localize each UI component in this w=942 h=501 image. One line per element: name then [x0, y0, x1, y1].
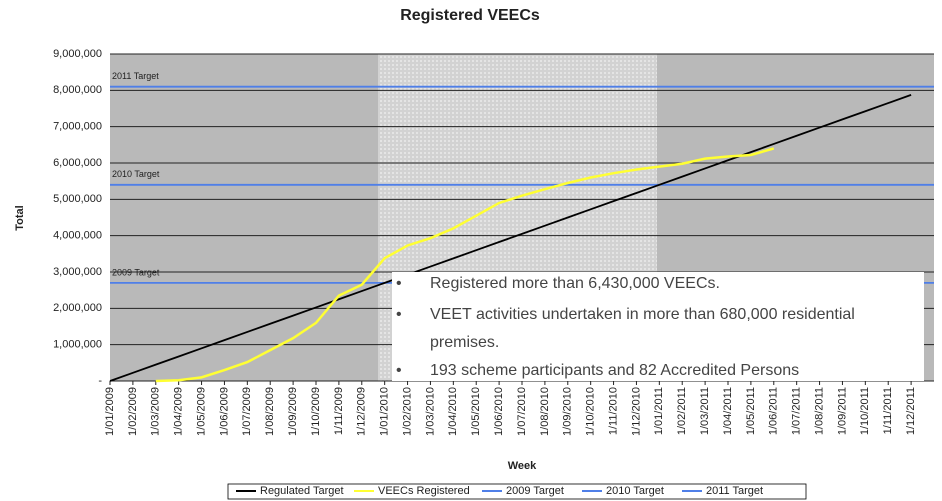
x-tick-label: 1/10/2011	[859, 387, 871, 435]
legend-label: VEECs Registered	[378, 485, 470, 497]
series-line	[109, 94, 912, 382]
x-tick-label: 1/04/2010	[447, 387, 459, 436]
x-tick-label: 1/08/2009	[264, 387, 276, 436]
y-axis-label: Total	[14, 205, 26, 230]
x-tick-label: 1/10/2010	[585, 387, 597, 436]
y-tick-label: 3,000,000	[53, 266, 102, 278]
bullet: •	[396, 362, 402, 379]
x-tick-label: 1/12/2010	[630, 387, 642, 436]
x-tick-label: 1/04/2011	[722, 387, 734, 435]
x-tick-label: 1/05/2010	[470, 387, 482, 436]
x-tick-label: 1/11/2011	[882, 387, 894, 434]
legend-label: 2010 Target	[606, 485, 664, 497]
bullet: •	[396, 275, 402, 292]
note: VEET activities undertaken in more than …	[430, 306, 855, 351]
y-tick-label: 1,000,000	[53, 339, 102, 351]
legend	[227, 483, 807, 500]
x-tick-label: 1/01/2010	[379, 387, 391, 436]
x-tick-label: 1/12/2009	[356, 387, 368, 436]
y-tick-label: 9,000,000	[53, 48, 102, 60]
x-tick-label: 1/09/2010	[562, 387, 574, 436]
target-label: 2011 Target	[112, 71, 159, 81]
x-tick-label: 1/03/2009	[150, 387, 162, 436]
legend-label: 2009 Target	[506, 485, 564, 497]
x-tick-label: 1/01/2011	[653, 387, 665, 435]
note-box	[392, 272, 924, 381]
x-tick-label: 1/07/2011	[791, 387, 803, 435]
x-tick-label: 1/11/2009	[333, 387, 345, 435]
x-tick-label: 1/12/2011	[905, 387, 917, 435]
x-axis-label: Week	[508, 460, 537, 472]
x-tick-label: 1/07/2010	[516, 387, 528, 436]
series-line	[155, 147, 775, 383]
x-tick-label: 1/06/2010	[493, 387, 505, 436]
legend-label: 2011 Target	[706, 485, 763, 497]
x-tick-label: 1/03/2010	[424, 387, 436, 436]
x-tick-label: 1/05/2009	[195, 387, 207, 436]
chart-title: Registered VEECs	[400, 7, 540, 24]
y-tick-label: 8,000,000	[53, 84, 102, 96]
target-label: 2009 Target	[112, 267, 160, 277]
x-tick-label: 1/10/2009	[310, 387, 322, 436]
x-tick-label: 1/09/2009	[287, 387, 299, 436]
x-tick-label: 1/09/2011	[836, 387, 848, 435]
x-tick-label: 1/01/2009	[104, 387, 116, 436]
y-tick-label: -	[98, 375, 102, 387]
x-tick-label: 1/06/2011	[768, 387, 780, 435]
x-tick-label: 1/07/2009	[241, 387, 253, 436]
y-tick-label: 5,000,000	[53, 193, 102, 205]
target-label: 2010 Target	[112, 169, 160, 179]
y-tick-label: 4,000,000	[53, 230, 102, 242]
note: 193 scheme participants and 82 Accredite…	[430, 362, 799, 379]
y-tick-label: 6,000,000	[53, 157, 102, 169]
legend-label: Regulated Target	[260, 485, 344, 497]
x-tick-label: 1/08/2011	[813, 387, 825, 435]
x-tick-label: 1/08/2010	[539, 387, 551, 436]
bullet: •	[396, 306, 402, 323]
x-tick-label: 1/05/2011	[745, 387, 757, 435]
y-tick-label: 7,000,000	[53, 121, 102, 133]
x-tick-label: 1/02/2011	[676, 387, 688, 435]
x-tick-label: 1/04/2009	[173, 387, 185, 436]
x-tick-label: 1/02/2009	[127, 387, 139, 436]
note: Registered more than 6,430,000 VEECs.	[430, 275, 720, 292]
x-tick-label: 1/02/2010	[401, 387, 413, 436]
x-tick-label: 1/11/2010	[607, 387, 619, 435]
x-tick-label: 1/03/2011	[699, 387, 711, 435]
y-tick-label: 2,000,000	[53, 302, 102, 314]
x-tick-label: 1/06/2009	[218, 387, 230, 436]
